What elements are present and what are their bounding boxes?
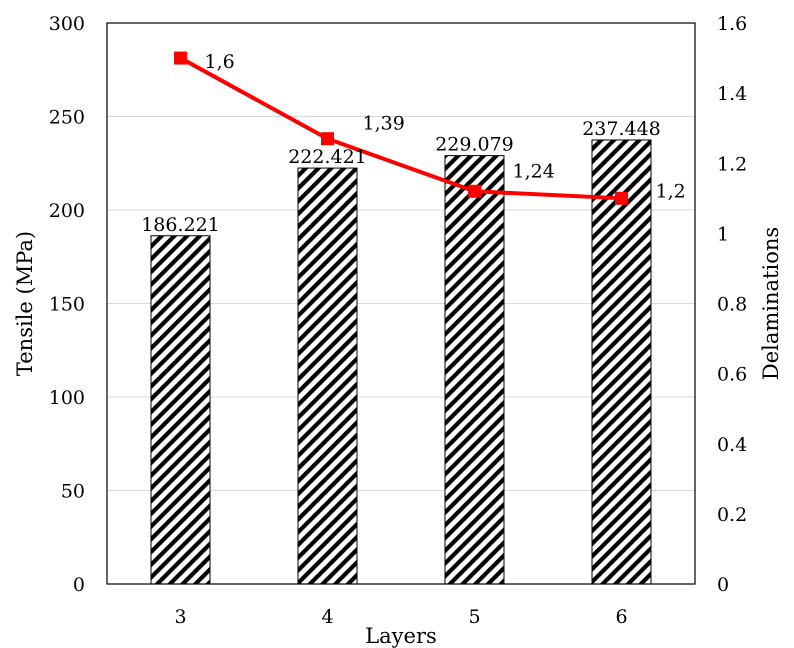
- x-axis-title: Layers: [365, 624, 437, 648]
- y-tick-label: 200: [49, 200, 85, 222]
- y2-tick-label: 0.8: [717, 294, 747, 316]
- plot-area-border: [106, 22, 696, 585]
- y-tick-label: 250: [49, 107, 85, 129]
- y2-axis-title: Delaminations: [759, 227, 783, 380]
- y2-tick-label: 0.2: [717, 504, 747, 526]
- line-data-label: 1,39: [363, 113, 405, 135]
- y2-tick-label: 1.2: [717, 153, 747, 175]
- axis-ticks: 0 50 100 150 200 250 300 0 0.2 0.4 0.6 0.8 1 1.2 1.4 1.…: [49, 13, 747, 628]
- y2-tick-label: 1: [717, 223, 729, 245]
- data-labels: 186.221 222.421 229.079 237.448 1,6 1,39 1,24 1…: [141, 51, 686, 236]
- bar: [591, 139, 652, 585]
- x-tick-label: 6: [615, 606, 627, 628]
- bar: [297, 167, 358, 585]
- y-tick-label: 150: [49, 294, 85, 316]
- bar-series: [150, 139, 652, 585]
- bar: [444, 155, 505, 585]
- line-point-marker: [321, 132, 334, 146]
- x-tick-label: 3: [174, 606, 186, 628]
- line-data-label: 1,24: [513, 160, 555, 182]
- y2-tick-label: 1.4: [717, 83, 747, 105]
- y2-tick-label: 0: [717, 574, 729, 596]
- bar-data-label: 229.079: [435, 134, 514, 156]
- line-series: [174, 51, 628, 205]
- line-point-marker: [615, 191, 628, 205]
- x-tick-label: 4: [321, 606, 333, 628]
- line-point-marker: [174, 51, 187, 65]
- line-point-marker: [468, 184, 481, 198]
- x-tick-label: 5: [468, 606, 480, 628]
- y2-tick-label: 0.6: [717, 364, 747, 386]
- bar: [150, 235, 211, 585]
- bar-data-label: 222.421: [288, 146, 367, 168]
- y-tick-label: 100: [49, 387, 85, 409]
- line-data-label: 1,2: [656, 180, 686, 202]
- y2-tick-label: 0.4: [717, 434, 747, 456]
- y-tick-label: 0: [73, 574, 85, 596]
- bar-data-label: 186.221: [141, 214, 220, 236]
- bar-data-label: 237.448: [582, 118, 661, 140]
- y-tick-label: 50: [61, 481, 85, 503]
- y2-tick-label: 1.6: [717, 13, 747, 35]
- y-axis-title: Tensile (MPa): [13, 231, 37, 376]
- line-data-label: 1,6: [205, 51, 235, 73]
- series-line: [179, 56, 622, 201]
- y-tick-label: 300: [49, 13, 85, 35]
